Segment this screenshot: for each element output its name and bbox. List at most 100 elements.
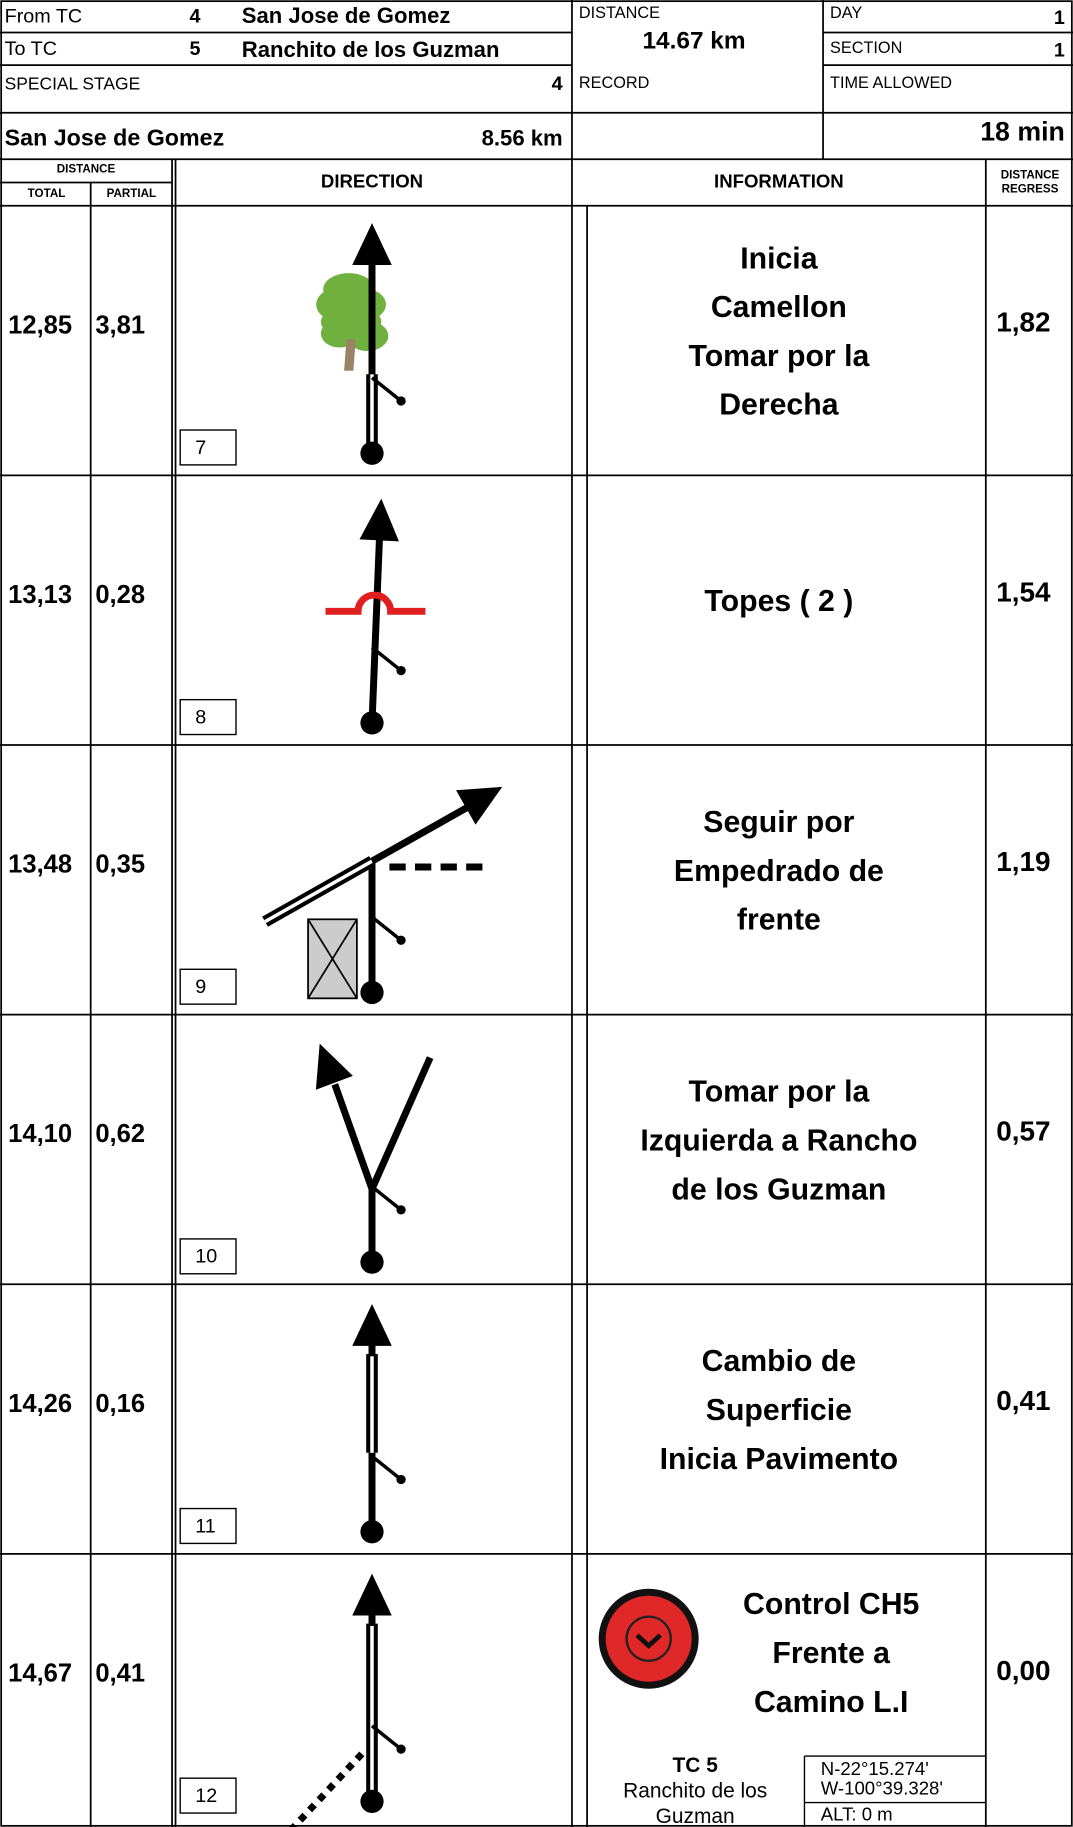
info-line: de los Guzman (671, 1173, 886, 1206)
step-number: 8 (195, 706, 206, 728)
info-line: Cambio de (702, 1345, 857, 1378)
branch-dot (396, 1205, 406, 1215)
coordinate: N-22°15.274' (821, 1758, 929, 1779)
branch-dot (396, 1474, 406, 1485)
step-number: 12 (195, 1785, 217, 1807)
info-line: Camellon (711, 291, 847, 324)
col-head: DISTANCE (57, 163, 116, 176)
regress-distance: 0,00 (996, 1655, 1050, 1686)
step-box (179, 429, 237, 466)
partial-distance: 0,35 (95, 851, 145, 879)
start-dot (360, 1789, 384, 1814)
total-distance: 12,85 (8, 311, 72, 339)
distance-value: 14.67 km (642, 27, 745, 54)
info-line: Tomar por la (688, 1076, 869, 1109)
info-line: Empedrado de (674, 855, 884, 888)
step-number: 7 (195, 437, 206, 459)
section-value: 1 (1054, 39, 1065, 61)
col-head: INFORMATION (714, 170, 844, 191)
arrow-head (456, 786, 503, 825)
road (368, 1056, 434, 1191)
label: To TC (5, 38, 57, 60)
road (264, 859, 373, 924)
partial-distance: 3,81 (95, 311, 145, 339)
total-distance: 14,10 (8, 1120, 72, 1148)
info-line: Frente a (772, 1637, 890, 1670)
branch-dot (396, 665, 406, 676)
info-line: Tomar por la (688, 340, 869, 373)
road (370, 1185, 403, 1212)
control-icon (625, 1615, 672, 1662)
stage-length: 8.56 km (482, 125, 563, 150)
regress-distance: 0,41 (996, 1385, 1050, 1416)
step-box (179, 1507, 237, 1545)
step-number: 9 (195, 976, 206, 998)
step-box (179, 698, 237, 736)
info-line: Derecha (719, 389, 838, 422)
coordinate: W-100°39.328' (821, 1778, 943, 1799)
step-number: 10 (195, 1246, 217, 1268)
partial-distance: 0,62 (95, 1120, 145, 1148)
total-distance: 13,48 (8, 851, 72, 879)
road (370, 1724, 403, 1751)
total-distance: 14,26 (8, 1390, 72, 1418)
start-dot (360, 441, 384, 465)
col-head: PARTIAL (107, 187, 156, 200)
arrow-head (352, 1573, 392, 1616)
tc-name: San Jose de Gomez (242, 3, 451, 28)
day-value: 1 (1054, 7, 1065, 29)
tc-name: Ranchito de los (623, 1780, 767, 1803)
regress-distance: 1,19 (996, 846, 1050, 877)
branch-dot (396, 396, 406, 406)
partial-distance: 0,41 (95, 1660, 145, 1688)
col-head: DISTANCE (1001, 169, 1060, 182)
regress-distance: 0,57 (996, 1116, 1050, 1147)
label: TIME ALLOWED (830, 74, 952, 92)
info-line: Control CH5 (743, 1588, 919, 1621)
total-distance: 14,67 (8, 1660, 72, 1688)
road (368, 521, 384, 724)
col-head: TOTAL (28, 187, 66, 200)
stage-name: San Jose de Gomez (5, 125, 225, 151)
label: RECORD (579, 74, 650, 92)
info-line: Seguir por (703, 806, 854, 839)
stage-number: 4 (552, 73, 563, 95)
road (370, 376, 403, 403)
road (331, 1083, 376, 1191)
regress-distance: 1,54 (996, 576, 1051, 607)
road (370, 915, 403, 942)
start-dot (360, 711, 384, 735)
step-number: 11 (195, 1515, 216, 1537)
arrow-head (359, 498, 399, 542)
arrow-head (352, 223, 392, 265)
label: SPECIAL STAGE (5, 73, 141, 93)
road (307, 918, 358, 999)
time-value: 18 min (980, 117, 1065, 147)
road (370, 802, 473, 865)
altitude: ALT: 0 m (821, 1803, 893, 1824)
tc-name: Ranchito de los Guzman (242, 37, 500, 62)
start-dot (360, 1250, 384, 1274)
tc-title: TC 5 (673, 1754, 719, 1777)
tc-name: Guzman (656, 1805, 735, 1827)
road (370, 1454, 403, 1481)
tree (346, 320, 389, 351)
info-line: Izquierda a Rancho (640, 1124, 917, 1157)
info-line: Camino L.I (754, 1686, 908, 1719)
regress-distance: 1,82 (996, 307, 1050, 338)
label: SECTION (830, 39, 902, 57)
branch-dot (396, 1744, 406, 1754)
arrow-head (315, 1043, 353, 1090)
info-line: Superficie (706, 1394, 852, 1427)
col-head: REGRESS (1002, 183, 1059, 196)
partial-distance: 0,28 (95, 581, 145, 609)
road (370, 645, 403, 672)
start-dot (360, 980, 384, 1005)
info-line: Inicia Pavimento (660, 1443, 899, 1476)
info-line: frente (737, 904, 821, 937)
control-icon (635, 1633, 662, 1649)
tc-number: 5 (189, 38, 200, 60)
speed-bump (325, 591, 426, 615)
